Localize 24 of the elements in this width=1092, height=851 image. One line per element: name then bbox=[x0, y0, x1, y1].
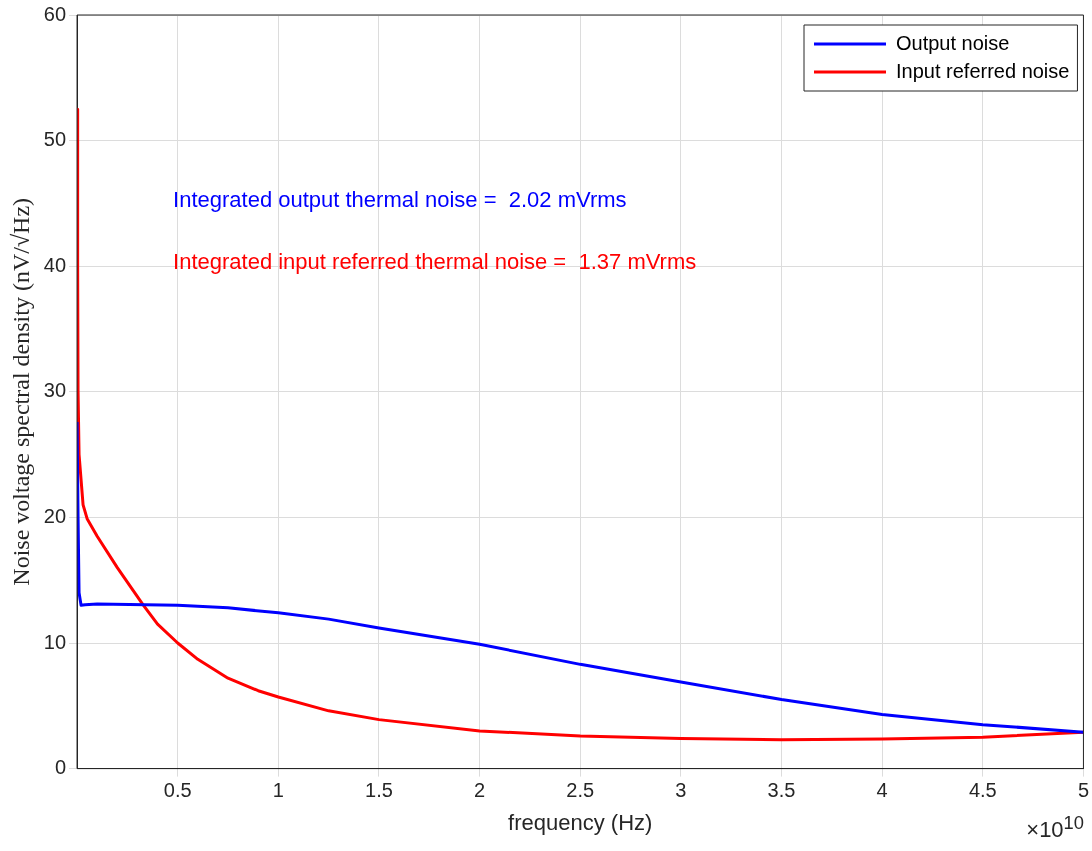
y-axis-title: Noise voltage spectral density (nV/√Hz) bbox=[7, 197, 34, 586]
y-tick-label: 50 bbox=[43, 128, 67, 151]
annotation: Integrated output thermal noise = 2.02 mVrms bbox=[173, 187, 627, 213]
legend-label: Output noise bbox=[896, 31, 1010, 54]
annotation: Integrated input referred thermal noise = 1.37 mVrms bbox=[173, 249, 697, 275]
y-tick-label: 20 bbox=[43, 504, 67, 527]
text: ×10$^{10}$ bbox=[1026, 811, 1084, 843]
x-tick-label: 1.5 bbox=[365, 779, 393, 802]
y-tick-label: 60 bbox=[43, 2, 67, 25]
x-tick-label: 3 bbox=[675, 779, 687, 802]
x-tick-label: 4 bbox=[876, 779, 888, 802]
x-tick-label: 2 bbox=[474, 779, 486, 802]
x-tick-label: 0.5 bbox=[163, 779, 192, 802]
x-tick-label: 4.5 bbox=[968, 779, 997, 802]
x-axis-title: frequency (Hz) bbox=[508, 809, 653, 835]
y-tick-label: 40 bbox=[43, 253, 67, 276]
legend-label: Input referred noise bbox=[896, 59, 1070, 82]
x-tick-label: 3.5 bbox=[767, 779, 796, 802]
x-tick-label: 1 bbox=[272, 779, 284, 802]
x-tick-label: 2.5 bbox=[566, 779, 595, 802]
y-tick-label: 0 bbox=[54, 756, 67, 779]
x-tick-label: 5 bbox=[1077, 779, 1089, 802]
y-tick-label: 10 bbox=[43, 630, 67, 653]
y-tick-label: 30 bbox=[43, 379, 67, 402]
